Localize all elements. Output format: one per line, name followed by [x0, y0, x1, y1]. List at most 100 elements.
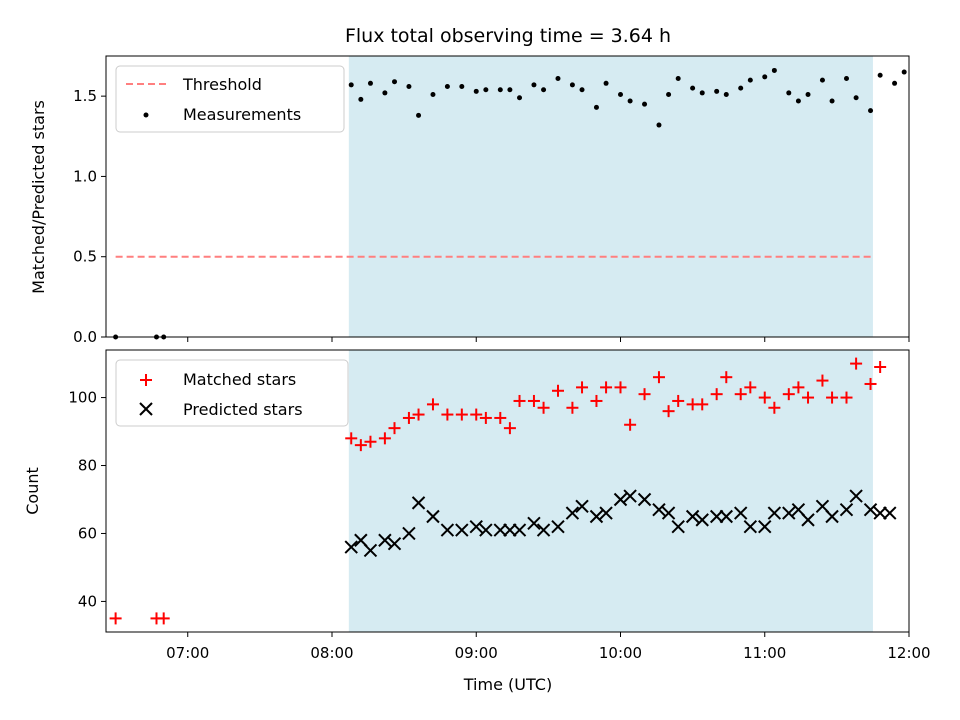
predicted-star-point — [849, 489, 863, 503]
measurement-point — [406, 84, 412, 90]
measurement-point — [892, 80, 898, 86]
bottom-panel: 40 60 80 100 07:00 08:00 09:00 10:00 11:00 12:00… — [23, 349, 931, 694]
measurement-point — [656, 122, 662, 128]
matched-star-point — [590, 394, 603, 407]
bottom-y-axis-label: Count — [23, 467, 42, 515]
top-y-ticks: 0.0 0.5 1.0 1.5 — [73, 87, 106, 346]
measurement-point — [829, 98, 835, 104]
predicted-star-point — [551, 519, 565, 534]
measurement-point — [392, 79, 398, 85]
matched-star-point — [388, 422, 401, 435]
y-tick-label: 60 — [78, 524, 97, 542]
matched-star-point — [455, 408, 468, 421]
measurement-point — [771, 67, 777, 73]
legend-matched-swatch — [140, 374, 152, 386]
predicted-star-point — [709, 509, 724, 524]
matched-star-point — [402, 411, 415, 424]
x-tick-label: 11:00 — [743, 644, 786, 662]
measurement-point — [617, 92, 623, 98]
matched-star-point — [600, 381, 613, 394]
predicted-star-point — [801, 513, 815, 527]
measurement-point — [603, 80, 609, 86]
predicted-star-point — [733, 506, 748, 520]
matched-star-point — [354, 439, 367, 452]
matched-star-point — [840, 391, 853, 404]
matched-star-point — [479, 411, 492, 424]
predicted-star-point — [426, 509, 440, 524]
matched-star-point — [696, 398, 709, 411]
predicted-star-point — [565, 506, 580, 520]
matched-star-point — [503, 422, 516, 435]
measurement-point — [382, 90, 388, 96]
predicted-star-point — [825, 509, 839, 524]
matched-star-point — [850, 357, 863, 370]
measurement-point — [747, 77, 753, 83]
measurement-point — [795, 98, 801, 104]
y-tick-label: 0.5 — [73, 248, 97, 266]
predicted-star-point — [527, 516, 541, 530]
measurement-point — [901, 69, 907, 75]
matched-star-point — [734, 388, 747, 401]
y-tick-label: 40 — [78, 592, 97, 610]
predicted-star-point — [758, 519, 772, 534]
bottom-legend: Matched stars Predicted stars — [115, 359, 349, 427]
matched-star-point — [614, 381, 627, 394]
x-tick-label: 10:00 — [599, 644, 642, 662]
matched-star-point — [826, 391, 839, 404]
y-tick-label: 0.0 — [73, 328, 97, 346]
measurement-point — [738, 85, 744, 91]
measurement-point — [666, 92, 672, 98]
predicted-star-point — [637, 492, 652, 507]
top-shaded-span — [348, 56, 873, 337]
bottom-legend-box — [115, 359, 349, 427]
predicted-star-point — [479, 523, 493, 537]
measurement-point — [843, 75, 849, 81]
measurement-point — [367, 80, 373, 86]
matched-star-point — [792, 381, 805, 394]
measurement-point — [627, 98, 633, 104]
measurement-point — [593, 104, 599, 110]
y-tick-label: 1.5 — [73, 87, 97, 105]
measurement-point — [579, 87, 585, 93]
measurement-point — [786, 90, 792, 96]
x-tick-label: 07:00 — [166, 644, 209, 662]
predicted-star-point — [671, 519, 685, 534]
matched-star-point — [157, 612, 170, 625]
matched-star-point — [874, 360, 887, 373]
predicted-star-point — [469, 519, 483, 534]
matched-star-point — [652, 371, 665, 384]
matched-star-point — [624, 418, 637, 431]
measurement-point — [348, 82, 354, 88]
predicted-star-point — [589, 509, 604, 524]
matched-star-point — [864, 377, 877, 390]
measurement-point — [642, 101, 648, 107]
measurement-point — [690, 85, 696, 91]
predicted-star-point — [440, 523, 455, 537]
measurement-point — [569, 82, 575, 88]
top-x-ticks — [187, 337, 910, 342]
predicted-star-point — [411, 496, 426, 510]
predicted-star-point — [767, 506, 782, 520]
matched-star-point — [720, 371, 733, 384]
matched-star-point — [768, 401, 781, 414]
predicted-star-point — [695, 513, 709, 527]
legend-predicted-label: Predicted stars — [183, 400, 303, 419]
y-tick-label: 1.0 — [73, 167, 97, 185]
matched-star-point — [426, 398, 439, 411]
matched-star-point — [816, 374, 829, 387]
predicted-star-point — [575, 499, 589, 513]
measurement-point — [497, 87, 503, 93]
predicted-star-point — [782, 506, 796, 520]
top-axes-frame — [105, 55, 910, 338]
predicted-star-point — [503, 523, 517, 537]
predicted-star-point — [652, 502, 666, 517]
predicted-star-point — [344, 540, 358, 554]
matched-star-point — [537, 401, 550, 414]
predicted-star-point — [455, 523, 469, 537]
measurement-point — [444, 84, 450, 90]
matched-star-point — [412, 408, 425, 421]
measurement-point — [762, 74, 768, 80]
matched-star-point — [744, 381, 757, 394]
y-tick-label: 100 — [68, 389, 97, 407]
